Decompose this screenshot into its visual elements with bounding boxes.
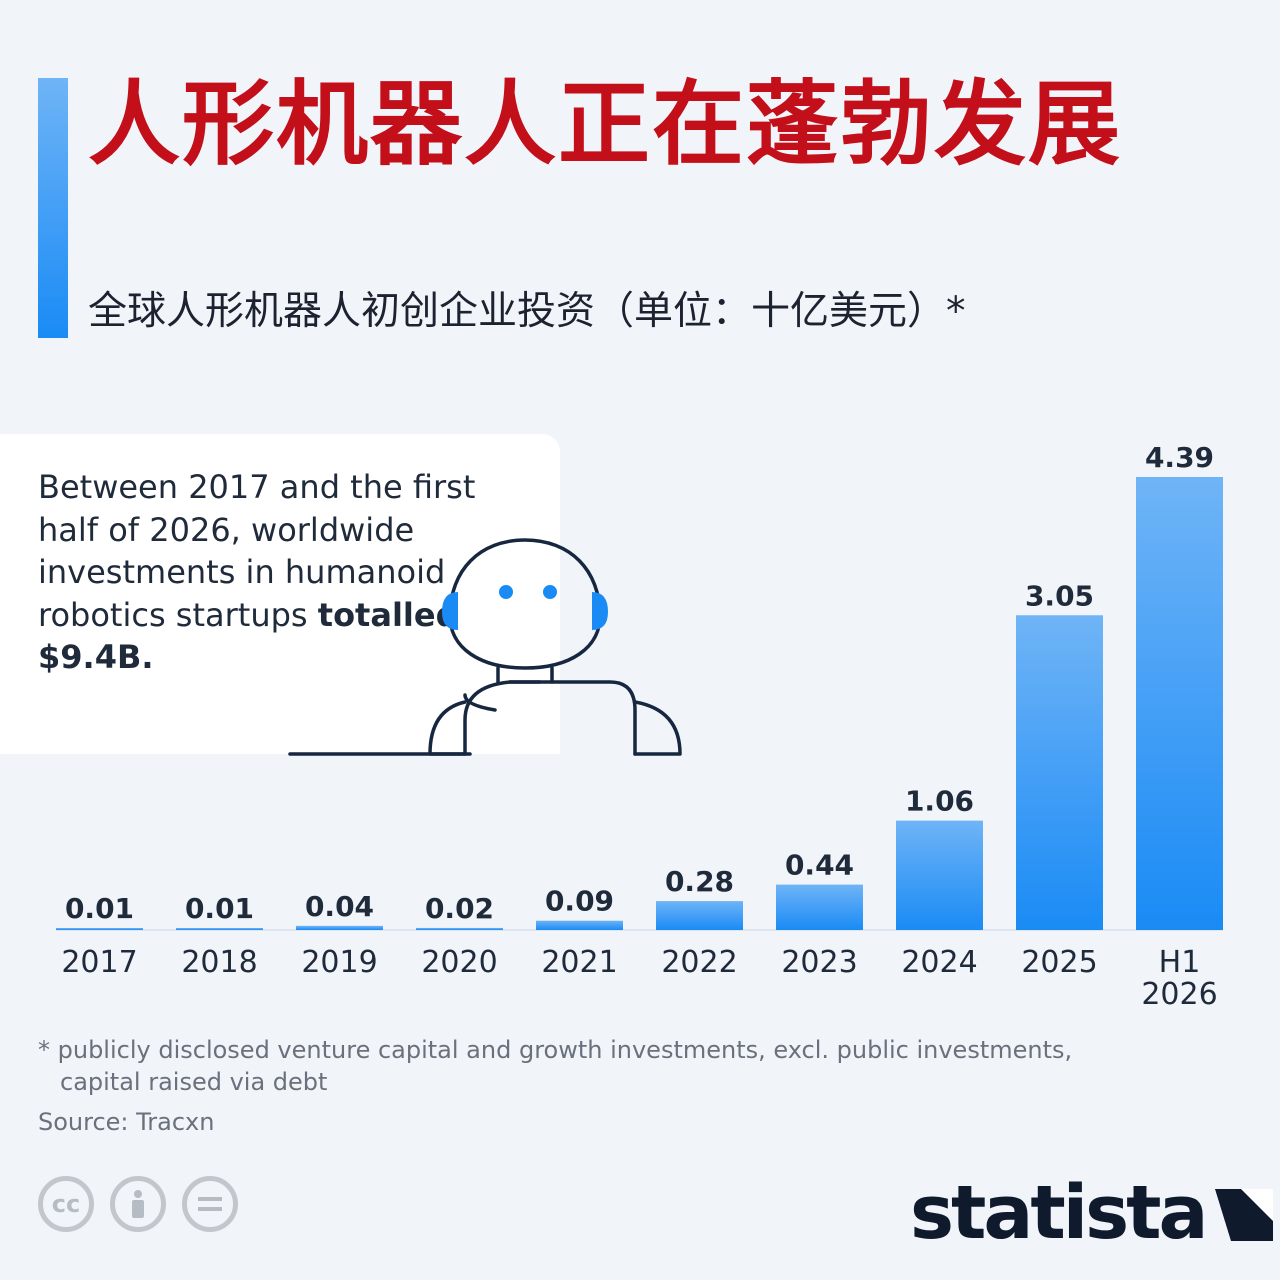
robot-chest: [463, 693, 497, 712]
page-title: 人形机器人正在蓬勃发展: [88, 71, 1123, 178]
statista-logo[interactable]: statista: [910, 1168, 1280, 1258]
bars-group: 0.01 2017 0.01 2018 0.04 2019 0.02 2020 0.09 2021…: [56, 441, 1223, 1012]
robot-ear-left: [442, 592, 458, 630]
bar-value-label-8: 3.05: [1025, 579, 1094, 612]
robot-illustration: [288, 538, 682, 756]
bar-0: [56, 928, 143, 930]
bar-value-label-2: 0.04: [305, 890, 374, 923]
attribution-icon[interactable]: [110, 1176, 166, 1232]
bar-3: [416, 927, 503, 930]
bar-6: [776, 884, 863, 930]
bar-value-label-0: 0.01: [65, 892, 134, 925]
robot-eye-right: [543, 585, 557, 599]
cc-icon[interactable]: cc: [38, 1176, 94, 1232]
bar-chart: 0.01 2017 0.01 2018 0.04 2019 0.02 2020 0.09 2021…: [56, 441, 1223, 1012]
footnote-line-2: capital raised via debt: [60, 1068, 328, 1096]
category-label-0: 2017: [61, 945, 137, 980]
bar-value-label-3: 0.02: [425, 892, 494, 925]
footnote: * publicly disclosed venture capital and…: [38, 1034, 1218, 1098]
no-derivatives-icon[interactable]: [182, 1176, 238, 1232]
source-text: Source: Tracxn: [38, 1108, 215, 1136]
bar-value-label-9: 4.39: [1145, 441, 1214, 474]
robot-shoulder-left: [463, 680, 542, 756]
category-label-1: 2018: [181, 945, 257, 980]
callout-text-bold: totalled $9.4B.: [38, 595, 459, 677]
robot-arm-left: [428, 700, 467, 756]
license-icons: cc: [38, 1176, 238, 1232]
bar-value-label-1: 0.01: [185, 892, 254, 925]
robot-ear-right: [592, 592, 608, 630]
bar-1: [176, 928, 263, 930]
robot-arm-right: [633, 700, 682, 756]
bar-9: [1136, 477, 1223, 930]
bar-5: [656, 901, 743, 930]
category-label-9: H1 2026: [1141, 945, 1217, 1012]
category-label-7: 2024: [901, 945, 977, 980]
robot-head: [448, 538, 602, 670]
robot-eye-left: [499, 585, 513, 599]
category-label-6: 2023: [781, 945, 857, 980]
bar-value-label-6: 0.44: [785, 849, 854, 882]
callout-text-main: Between 2017 and the first half of 2026,…: [38, 468, 476, 634]
chart-subtitle: 全球人形机器人初创企业投资（单位：十亿美元）*: [88, 289, 966, 334]
bar-8: [1016, 615, 1103, 930]
footnote-line-1: * publicly disclosed venture capital and…: [38, 1036, 1073, 1064]
category-label-8: 2025: [1021, 945, 1097, 980]
category-label-2: 2019: [301, 945, 377, 980]
bar-4: [536, 920, 623, 930]
logo-text: statista: [910, 1170, 1208, 1256]
accent-bar: [38, 78, 68, 338]
callout-text: Between 2017 and the first half of 2026,…: [38, 466, 508, 679]
category-label-4: 2021: [541, 945, 617, 980]
bar-value-label-5: 0.28: [665, 865, 734, 898]
bar-7: [896, 820, 983, 930]
logo-mark-icon: [1215, 1189, 1274, 1241]
bar-value-label-4: 0.09: [545, 885, 614, 918]
category-label-3: 2020: [421, 945, 497, 980]
category-label-5: 2022: [661, 945, 737, 980]
bar-value-label-7: 1.06: [905, 785, 974, 818]
robot-shoulder-right: [508, 680, 637, 756]
bar-2: [296, 925, 383, 930]
